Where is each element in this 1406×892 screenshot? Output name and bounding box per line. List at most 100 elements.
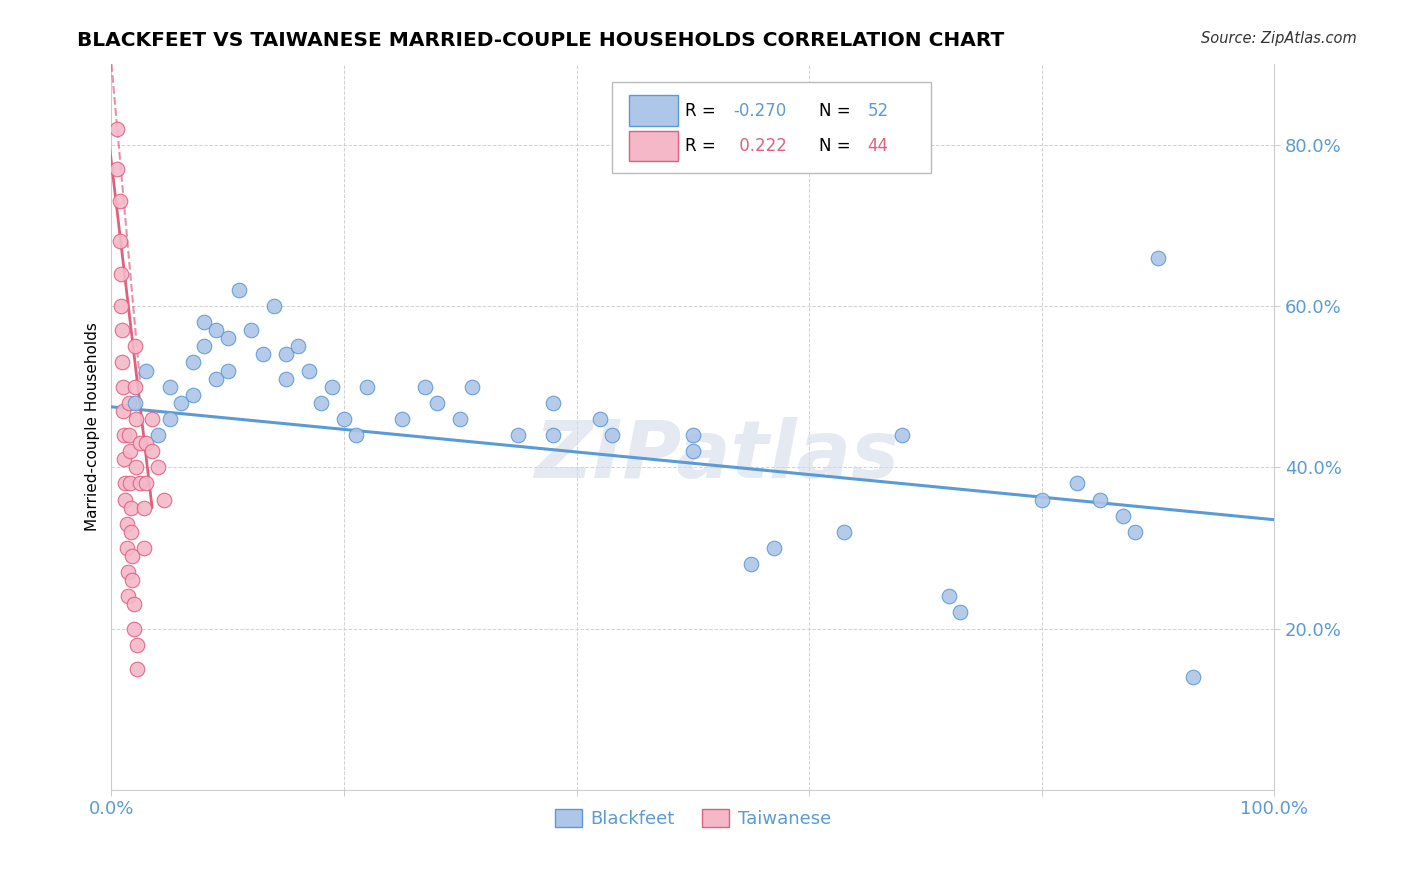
Point [274, 371, 297, 385]
Point [129, 476, 152, 491]
Legend: Blackfeet, Taiwanese: Blackfeet, Taiwanese [547, 802, 838, 835]
Point [105, 161, 128, 176]
Point [298, 363, 321, 377]
Point [125, 662, 148, 676]
Point [426, 396, 449, 410]
Point [120, 524, 142, 539]
Point [217, 363, 239, 377]
Point [108, 235, 131, 249]
Point [193, 315, 215, 329]
Point [159, 379, 181, 393]
Text: N =: N = [818, 102, 855, 120]
Point [543, 428, 565, 442]
Point [135, 363, 157, 377]
Point [112, 404, 135, 418]
Point [122, 598, 145, 612]
Point [125, 460, 148, 475]
Point [205, 371, 228, 385]
Point [141, 444, 163, 458]
Text: BLACKFEET VS TAIWANESE MARRIED-COUPLE HOUSEHOLDS CORRELATION CHART: BLACKFEET VS TAIWANESE MARRIED-COUPLE HO… [77, 31, 1004, 50]
Text: Source: ZipAtlas.com: Source: ZipAtlas.com [1201, 31, 1357, 46]
Point [105, 121, 128, 136]
Point [205, 323, 228, 337]
Point [589, 412, 612, 426]
Point [110, 299, 132, 313]
Point [543, 396, 565, 410]
Text: R =: R = [685, 102, 721, 120]
Point [111, 355, 134, 369]
Text: 52: 52 [868, 102, 889, 120]
Point [124, 339, 146, 353]
Point [115, 516, 138, 531]
Point [170, 396, 193, 410]
Point [108, 194, 131, 209]
Point [508, 428, 530, 442]
Point [152, 492, 174, 507]
Text: N =: N = [818, 137, 855, 155]
Point [125, 412, 148, 426]
Point [1123, 524, 1146, 539]
Text: 0.222: 0.222 [734, 137, 786, 155]
Point [114, 492, 136, 507]
Point [117, 590, 139, 604]
Point [118, 428, 141, 442]
Text: R =: R = [685, 137, 721, 155]
Point [240, 323, 263, 337]
Point [763, 541, 786, 555]
Point [118, 396, 141, 410]
Text: 44: 44 [868, 137, 889, 155]
Point [193, 339, 215, 353]
Point [740, 557, 762, 571]
Point [274, 347, 297, 361]
Point [391, 412, 413, 426]
Point [344, 428, 367, 442]
Point [146, 428, 169, 442]
Point [129, 436, 152, 450]
Point [121, 549, 143, 563]
Point [938, 590, 960, 604]
Point [415, 379, 437, 393]
Point [141, 412, 163, 426]
Point [132, 541, 155, 555]
Point [159, 412, 181, 426]
Point [112, 428, 135, 442]
Point [117, 565, 139, 579]
Point [682, 444, 704, 458]
Point [112, 379, 135, 393]
Point [181, 355, 204, 369]
Point [309, 396, 332, 410]
Point [228, 283, 250, 297]
Point [110, 267, 132, 281]
Point [1031, 492, 1053, 507]
Point [1066, 476, 1088, 491]
Point [118, 476, 141, 491]
FancyBboxPatch shape [612, 82, 931, 173]
Point [132, 500, 155, 515]
FancyBboxPatch shape [628, 95, 678, 126]
Point [120, 500, 142, 515]
Point [135, 476, 157, 491]
Point [321, 379, 343, 393]
Point [891, 428, 914, 442]
Point [682, 428, 704, 442]
FancyBboxPatch shape [628, 131, 678, 161]
Text: ZIPatlas: ZIPatlas [534, 417, 898, 495]
Point [356, 379, 378, 393]
Point [263, 299, 285, 313]
Point [949, 606, 972, 620]
Point [287, 339, 309, 353]
Point [121, 573, 143, 587]
Point [1112, 508, 1135, 523]
Point [118, 444, 141, 458]
Y-axis label: Married-couple Households: Married-couple Households [86, 323, 100, 532]
Point [111, 323, 134, 337]
Point [122, 622, 145, 636]
Point [115, 541, 138, 555]
Point [832, 524, 855, 539]
Point [135, 436, 157, 450]
Point [114, 476, 136, 491]
Point [124, 379, 146, 393]
Text: -0.270: -0.270 [734, 102, 787, 120]
Point [217, 331, 239, 345]
Point [146, 460, 169, 475]
